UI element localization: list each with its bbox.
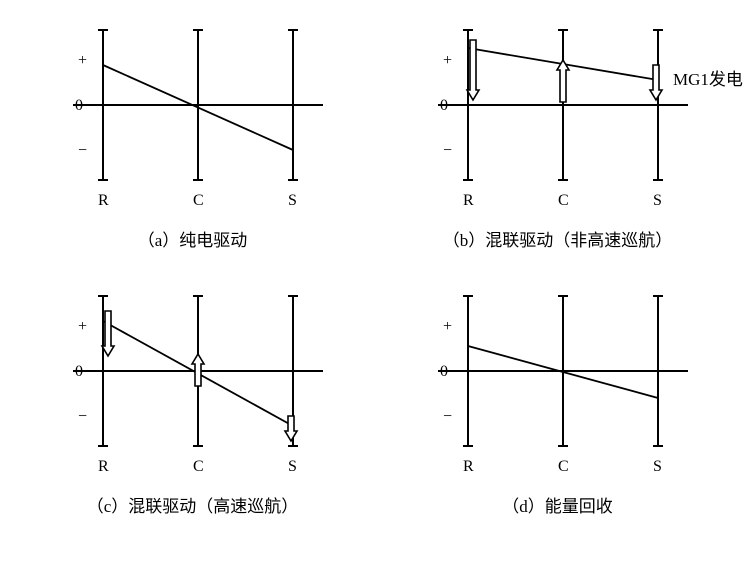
panel-c-svg: +0 − R C S — [33, 276, 353, 486]
svg-text:0: 0 — [440, 363, 448, 380]
panel-d: +0 − R C S （d）能量回收 — [375, 276, 740, 542]
svg-text:C: C — [558, 192, 569, 209]
svg-text:+: + — [78, 318, 87, 335]
panel-c: +0 − R C S （c）混联驱动（高速巡航） — [10, 276, 375, 542]
svg-text:R: R — [463, 458, 474, 475]
svg-text:S: S — [288, 192, 297, 209]
mg1-label: MG1发电 — [673, 65, 743, 90]
svg-text:R: R — [463, 192, 474, 209]
panel-d-caption: （d）能量回收 — [502, 492, 613, 517]
panel-b-svg: +0 − R C S — [398, 10, 718, 220]
panel-a-caption: （a）纯电驱动 — [138, 226, 248, 251]
svg-text:0: 0 — [75, 97, 83, 114]
svg-text:−: − — [443, 142, 452, 159]
svg-text:0: 0 — [75, 363, 83, 380]
panel-d-svg: +0 − R C S — [398, 276, 718, 486]
svg-text:+: + — [443, 318, 452, 335]
svg-text:S: S — [288, 458, 297, 475]
panel-a-svg: +0 − R C S — [33, 10, 353, 220]
svg-text:−: − — [78, 142, 87, 159]
panel-b: +0 − R C S （b）混联驱动（非高速巡航） MG1发电 — [375, 10, 740, 276]
svg-text:+: + — [443, 52, 452, 69]
svg-text:C: C — [193, 192, 204, 209]
panel-c-caption: （c）混联驱动（高速巡航） — [87, 492, 299, 517]
svg-text:+: + — [78, 52, 87, 69]
svg-text:R: R — [98, 192, 109, 209]
svg-text:−: − — [78, 408, 87, 425]
svg-text:−: − — [443, 408, 452, 425]
panel-a: +0 − R C S （a）纯电驱动 — [10, 10, 375, 276]
svg-text:C: C — [558, 458, 569, 475]
panel-b-caption: （b）混联驱动（非高速巡航） — [443, 226, 673, 251]
panel-grid: +0 − R C S （a）纯电驱动 +0 − R C S （b）混联驱动（非高速巡航） MG1… — [0, 0, 750, 561]
svg-text:S: S — [653, 192, 662, 209]
svg-text:R: R — [98, 458, 109, 475]
svg-text:S: S — [653, 458, 662, 475]
svg-text:C: C — [193, 458, 204, 475]
svg-text:0: 0 — [440, 97, 448, 114]
